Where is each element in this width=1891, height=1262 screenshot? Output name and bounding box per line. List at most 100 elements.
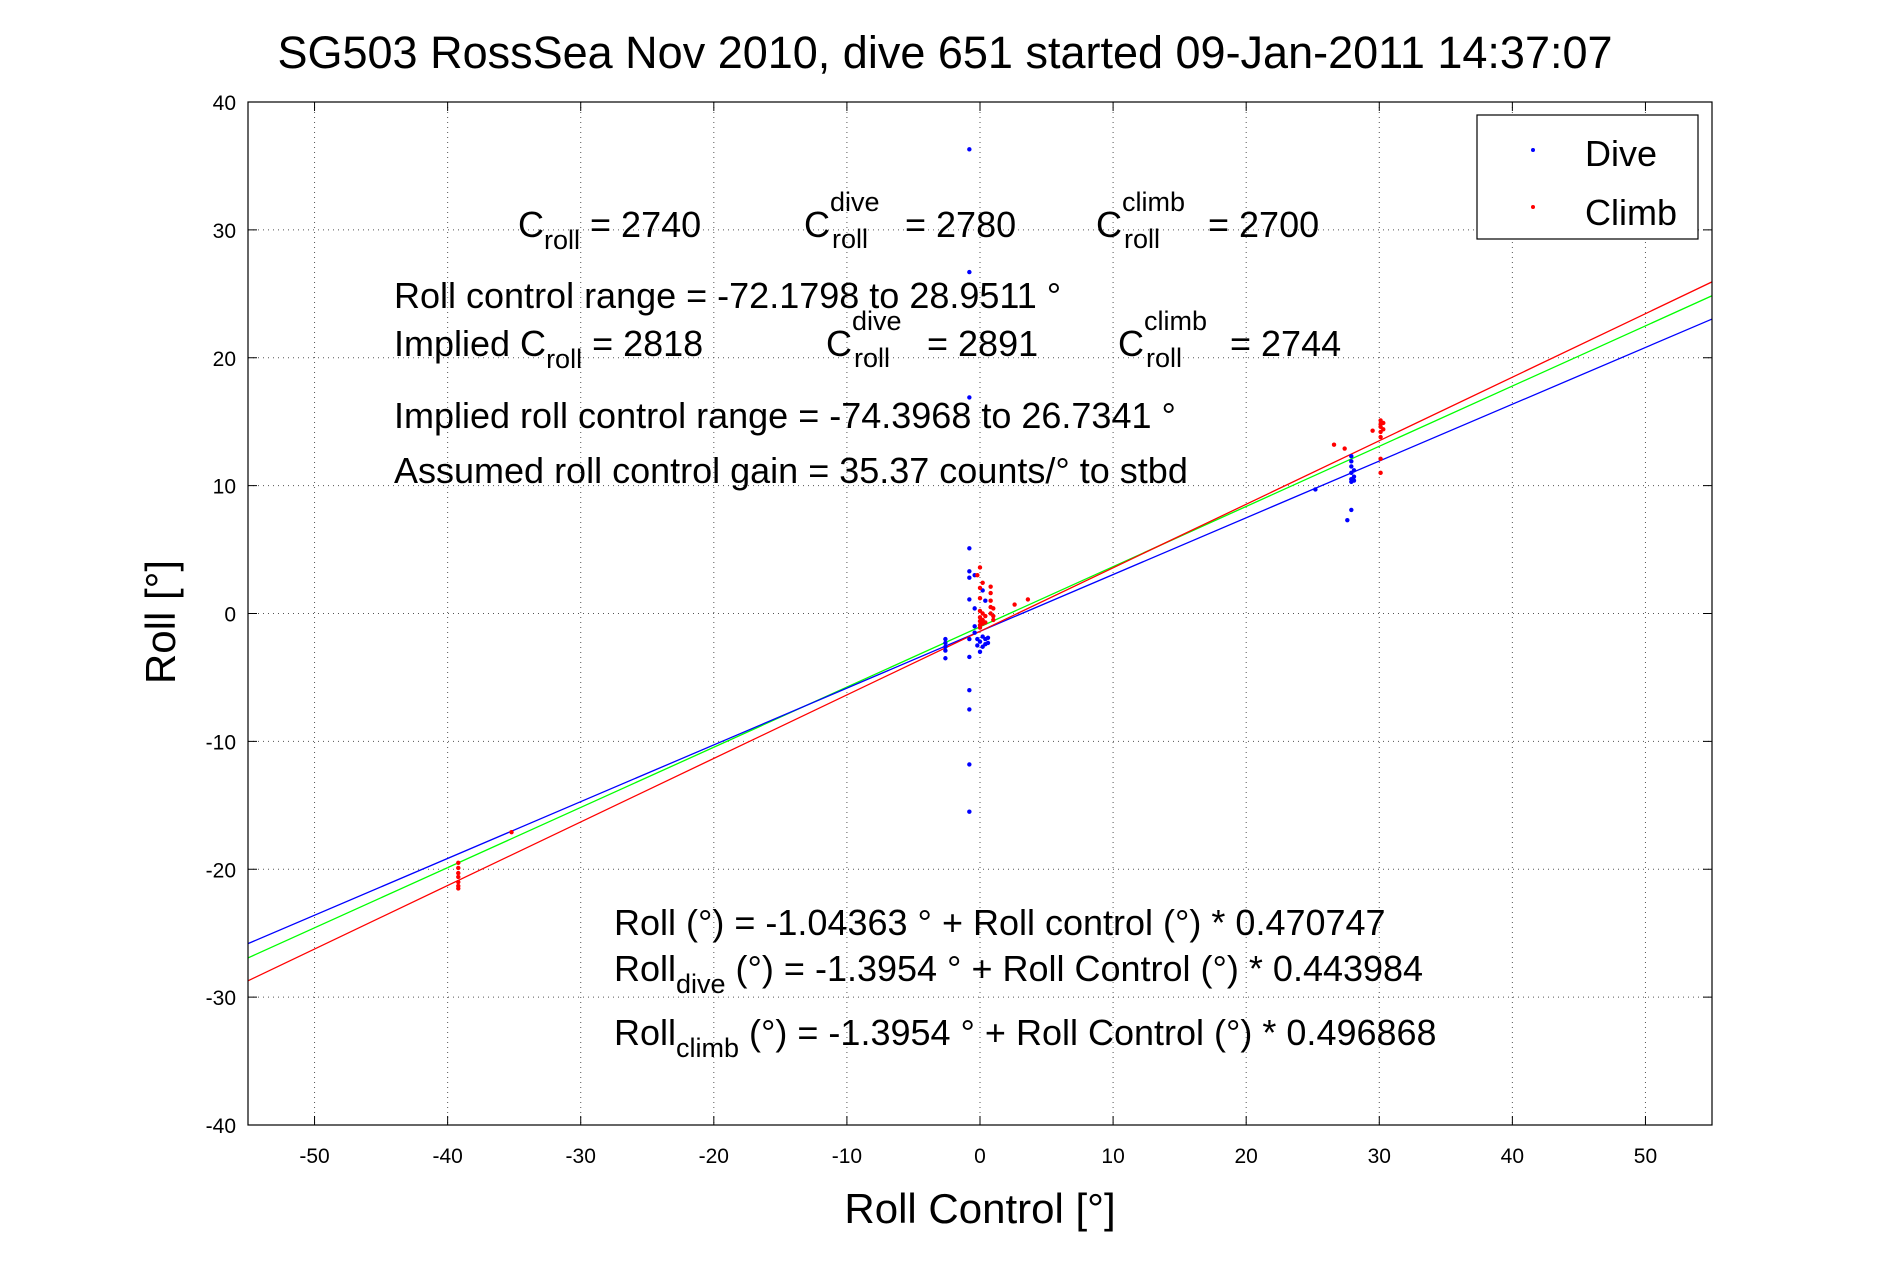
- climb-point: [456, 886, 461, 891]
- dive-point: [1349, 507, 1354, 513]
- dive-point: [943, 656, 948, 661]
- y-tick-label: -20: [206, 859, 236, 882]
- dive-point: [943, 644, 948, 649]
- implied-c-roll-dive-annotation: Cdive roll = 2891: [826, 306, 1038, 373]
- c-roll-annotation: Croll = 2740: [518, 204, 701, 255]
- climb-point: [975, 572, 980, 578]
- x-tick-label: 10: [1101, 1145, 1124, 1168]
- climb-point: [977, 565, 983, 570]
- dive-point: [1349, 454, 1354, 459]
- x-axis-label: Roll Control [°]: [844, 1185, 1115, 1232]
- dive-point: [1351, 474, 1357, 479]
- y-tick-label: 10: [213, 476, 236, 499]
- dive-point: [975, 643, 980, 648]
- fit-climb-equation-annotation: Rollclimb (°) = -1.3954 ° + Roll Control…: [614, 1012, 1437, 1063]
- climb-point: [977, 595, 983, 601]
- dive-point: [1351, 478, 1357, 483]
- axis-ticks: -50 -40 -30 -20 -10 0 10 20 30 40 50 40 30 20 10 0 -10 -2…: [206, 92, 1712, 1168]
- dive-point: [967, 569, 972, 574]
- dive-point: [967, 809, 972, 814]
- climb-point: [991, 606, 996, 611]
- x-tick-label: -10: [832, 1145, 862, 1168]
- dive-point: [1345, 517, 1350, 523]
- climb-point: [1025, 597, 1031, 602]
- fit-equation-annotation: Roll (°) = -1.04363 ° + Roll control (°)…: [614, 902, 1386, 943]
- dive-point: [972, 606, 977, 611]
- legend-box: [1476, 114, 1699, 240]
- climb-point: [983, 613, 988, 619]
- dive-point: [967, 762, 972, 767]
- climb-point: [1381, 427, 1386, 432]
- dive-point: [985, 640, 991, 646]
- fit-dive-equation-annotation: Rolldive (°) = -1.3954 ° + Roll Control …: [614, 948, 1423, 999]
- climb-point: [1378, 470, 1383, 476]
- gain-annotation: Assumed roll control gain = 35.37 counts…: [394, 450, 1188, 491]
- climb-point: [991, 613, 996, 619]
- implied-c-roll-climb-annotation: Cclimb roll = 2744: [1118, 306, 1341, 373]
- dive-point: [1349, 459, 1354, 464]
- dive-point: [977, 649, 983, 655]
- climb-point: [983, 620, 988, 625]
- climb-point: [1342, 446, 1347, 451]
- data-points: [456, 147, 1386, 891]
- dive-point: [967, 395, 972, 400]
- dive-point: [1349, 464, 1354, 469]
- y-tick-label: -40: [206, 1115, 236, 1138]
- roll-control-range-annotation: Roll control range = -72.1798 to 28.9511…: [394, 275, 1061, 316]
- fit-line: [247, 281, 1713, 982]
- c-roll-dive-annotation: Cdive roll = 2780: [804, 187, 1016, 254]
- y-tick-label: -10: [206, 731, 236, 754]
- x-tick-label: -50: [299, 1145, 329, 1168]
- dive-point: [977, 639, 983, 644]
- climb-point: [977, 585, 983, 591]
- climb-point: [980, 580, 985, 586]
- legend-climb-label: Climb: [1585, 192, 1677, 233]
- y-tick-label: 40: [213, 92, 236, 115]
- x-tick-label: -20: [699, 1145, 729, 1168]
- dive-point: [967, 636, 972, 642]
- climb-point: [456, 870, 461, 876]
- climb-point: [1012, 602, 1017, 607]
- x-tick-label: -40: [432, 1145, 462, 1168]
- y-tick-label: -30: [206, 987, 236, 1010]
- climb-point: [1370, 428, 1375, 433]
- implied-c-roll-annotation: Implied Croll = 2818: [394, 323, 703, 374]
- climb-point: [1331, 442, 1337, 447]
- climb-point: [988, 584, 993, 589]
- dive-point: [972, 624, 977, 629]
- climb-point: [456, 865, 461, 871]
- implied-range-annotation: Implied roll control range = -74.3968 to…: [394, 395, 1176, 436]
- climb-point: [988, 590, 993, 596]
- x-tick-label: 50: [1634, 1145, 1657, 1168]
- climb-point: [1378, 434, 1383, 440]
- x-tick-label: 0: [974, 1145, 986, 1168]
- dive-point: [943, 640, 948, 646]
- y-tick-label: 30: [213, 220, 236, 243]
- dive-point: [967, 654, 972, 660]
- x-tick-label: -30: [566, 1145, 596, 1168]
- chart-title: SG503 RossSea Nov 2010, dive 651 started…: [277, 27, 1612, 78]
- climb-point: [977, 625, 983, 630]
- dive-point: [985, 635, 991, 640]
- dive-point: [967, 597, 972, 602]
- c-roll-climb-annotation: Cclimb roll = 2700: [1096, 187, 1319, 254]
- x-tick-label: 20: [1235, 1145, 1258, 1168]
- dive-point: [967, 688, 972, 693]
- climb-point: [456, 874, 461, 880]
- legend-climb-marker: [1531, 205, 1535, 209]
- climb-point: [456, 879, 461, 885]
- climb-point: [456, 860, 461, 866]
- dive-point: [967, 707, 972, 712]
- climb-point: [991, 617, 996, 623]
- climb-point: [988, 598, 993, 603]
- climb-point: [1381, 420, 1386, 426]
- dive-point: [967, 575, 972, 580]
- dive-point: [967, 269, 972, 275]
- x-tick-label: 30: [1368, 1145, 1391, 1168]
- legend-dive-marker: [1531, 148, 1535, 152]
- dive-point: [943, 648, 948, 653]
- dive-point: [972, 630, 977, 635]
- plot-area: -50 -40 -30 -20 -10 0 10 20 30 40 50 40 30 20 10 0 -10 -2…: [206, 92, 1713, 1168]
- dive-point: [967, 546, 972, 551]
